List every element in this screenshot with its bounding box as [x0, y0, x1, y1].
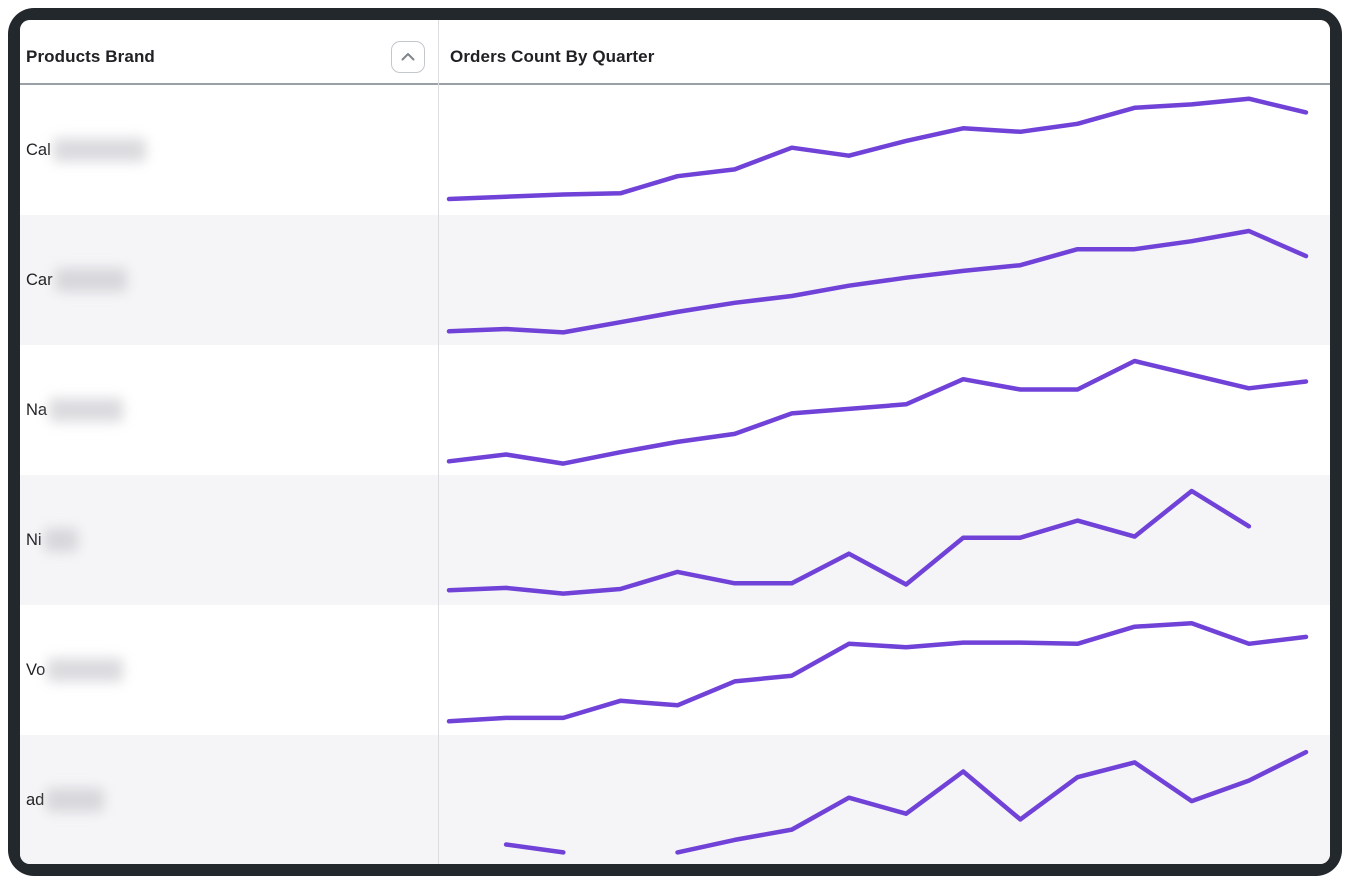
brand-label: Na	[26, 400, 48, 419]
brand-label: Cal	[26, 140, 51, 159]
window-frame: Products Brand Orders Count By Quarter C…	[8, 8, 1342, 876]
brand-cell: Cal	[20, 85, 439, 215]
redacted-text	[49, 398, 124, 422]
sparkline-chart	[446, 358, 1309, 466]
table-row[interactable]: Vo	[20, 605, 1330, 735]
redacted-text	[47, 658, 124, 682]
brand-label: ad	[26, 790, 45, 809]
sparkline-chart	[446, 488, 1252, 596]
redacted-text	[43, 528, 78, 552]
brand-cell: Na	[20, 345, 439, 475]
column-title-orders-count: Orders Count By Quarter	[450, 46, 655, 66]
sparkline-chart	[446, 96, 1309, 202]
brand-label: Ni	[26, 530, 42, 549]
table-body: Cal Car Na Ni Vo ad	[20, 85, 1330, 864]
header-cell-orders-count: Orders Count By Quarter	[438, 30, 1330, 83]
table-row[interactable]: Cal	[20, 85, 1330, 215]
sort-ascending-button[interactable]	[391, 40, 425, 73]
brand-label: Vo	[26, 660, 46, 679]
brand-label: Car	[26, 270, 53, 289]
table-header: Products Brand Orders Count By Quarter	[20, 20, 1330, 85]
table-row[interactable]: Ni	[20, 475, 1330, 605]
brand-cell: Ni	[20, 475, 439, 605]
sparkline-cell	[439, 475, 1330, 605]
column-divider	[438, 20, 439, 864]
table-row[interactable]: ad	[20, 735, 1330, 864]
table-widget: Products Brand Orders Count By Quarter C…	[20, 20, 1330, 864]
redacted-text	[52, 138, 146, 162]
sparkline-chart	[446, 621, 1309, 724]
brand-cell: Car	[20, 215, 439, 345]
column-title-products-brand: Products Brand	[26, 46, 155, 66]
table-row[interactable]: Na	[20, 345, 1330, 475]
table-row[interactable]: Car	[20, 215, 1330, 345]
sparkline-chart	[503, 749, 1309, 855]
header-cell-products-brand: Products Brand	[20, 30, 438, 83]
redacted-text	[46, 788, 105, 812]
brand-cell: Vo	[20, 605, 439, 735]
sparkline-chart	[446, 228, 1309, 335]
chevron-up-icon	[401, 52, 415, 61]
sparkline-cell	[439, 85, 1330, 215]
sparkline-cell	[439, 735, 1330, 864]
sparkline-cell	[439, 215, 1330, 345]
brand-cell: ad	[20, 735, 439, 864]
sparkline-cell	[439, 605, 1330, 735]
sparkline-cell	[439, 345, 1330, 475]
redacted-text	[54, 268, 127, 292]
